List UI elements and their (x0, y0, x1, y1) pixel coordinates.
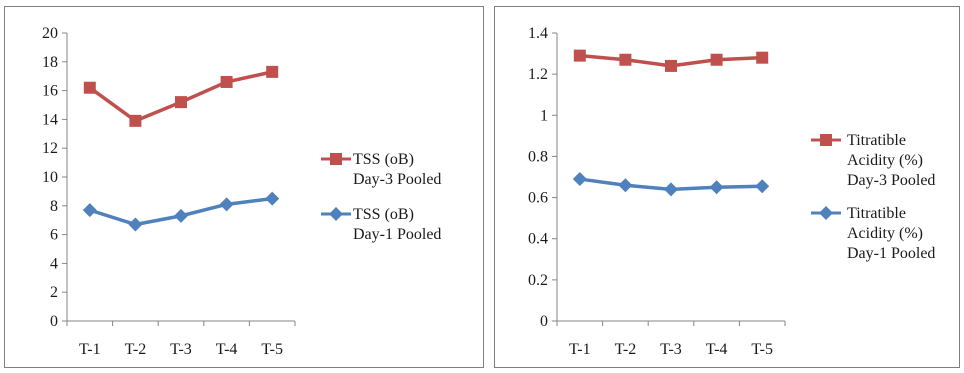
x-tick-label: T-2 (125, 341, 147, 358)
chart-panel-tss: 0 2 4 6 8 10 12 14 16 18 20 T-1 T-2 T-3 T-4 T-5 TSS (oB)… (4, 6, 484, 368)
legend-label: TSS (oB) (353, 206, 414, 223)
data-point-diamond (664, 182, 678, 197)
data-point-diamond (709, 180, 724, 195)
legend-label: Day-1 Pooled (353, 226, 441, 243)
x-tick-label: T-1 (569, 341, 591, 358)
data-point-diamond (755, 179, 770, 194)
data-point-square (710, 53, 723, 66)
x-tick-label: T-4 (706, 341, 728, 358)
y-tick-label: 12 (42, 140, 58, 157)
y-tick-label: 1.4 (528, 25, 548, 42)
x-tick-label: T-5 (751, 341, 773, 358)
data-point-square (756, 51, 769, 64)
legend-label: Acidity (%) (847, 152, 923, 169)
x-tick-label: T-5 (261, 341, 283, 358)
y-tick-label: 6 (50, 227, 58, 244)
y-tick-label: 14 (42, 111, 58, 128)
data-point-diamond (82, 203, 97, 218)
titratable-acidity-line-chart: 0 0.2 0.4 0.6 0.8 1 1.2 1.4 T-1 T-2 T-3 T-4 T-5 Titra… (528, 25, 935, 358)
x-tick-label: T-2 (615, 341, 637, 358)
x-tick-label: T-4 (216, 341, 238, 358)
y-tick-label: 0.6 (528, 190, 548, 207)
tss-line-chart: 0 2 4 6 8 10 12 14 16 18 20 T-1 T-2 T-3 T-4 T-5 TSS (oB)… (42, 25, 441, 358)
y-tick-label: 0.2 (528, 272, 548, 289)
legend-label: Day-3 Pooled (847, 172, 935, 189)
data-point-square (619, 53, 632, 66)
x-tick-label: T-1 (79, 341, 101, 358)
y-tick-label: 1.2 (528, 66, 548, 83)
legend-marker-square (330, 153, 342, 165)
legend-marker-diamond (819, 206, 833, 220)
legend-label: Titratible (847, 205, 906, 222)
y-tick-label: 16 (42, 83, 58, 100)
legend-label: Titratible (847, 132, 906, 149)
y-tick-label: 0.8 (528, 148, 548, 165)
x-tick-label: T-3 (660, 341, 682, 358)
data-point-square (83, 81, 96, 94)
data-point-square (266, 65, 279, 78)
data-point-square (220, 75, 233, 88)
data-point-square (175, 96, 187, 109)
legend-label: Day-1 Pooled (847, 245, 935, 262)
data-point-square (573, 49, 586, 62)
y-tick-label: 4 (50, 255, 58, 272)
data-point-diamond (174, 208, 188, 223)
legend-label: Acidity (%) (847, 225, 923, 242)
y-tick-label: 10 (42, 169, 58, 186)
legend-label: Day-3 Pooled (353, 171, 441, 188)
data-point-square (665, 59, 677, 72)
y-tick-label: 20 (42, 25, 58, 42)
legend-marker-square (820, 134, 832, 146)
y-tick-label: 0 (540, 313, 548, 330)
y-tick-label: 2 (50, 284, 58, 301)
y-tick-label: 1 (540, 107, 548, 124)
data-point-diamond (219, 197, 234, 212)
legend-label: TSS (oB) (353, 151, 414, 168)
chart-panel-titratable-acidity: 0 0.2 0.4 0.6 0.8 1 1.2 1.4 T-1 T-2 T-3 T-4 T-5 Titra… (494, 6, 960, 368)
y-tick-label: 0 (50, 313, 58, 330)
y-tick-label: 0.4 (528, 231, 548, 248)
data-point-diamond (265, 191, 280, 206)
y-tick-label: 18 (42, 54, 58, 71)
data-point-diamond (572, 172, 587, 187)
data-point-diamond (618, 178, 633, 193)
x-tick-label: T-3 (170, 341, 192, 358)
data-point-square (129, 114, 142, 127)
y-tick-label: 8 (50, 198, 58, 215)
legend-marker-diamond (329, 207, 343, 221)
data-point-diamond (128, 217, 143, 232)
